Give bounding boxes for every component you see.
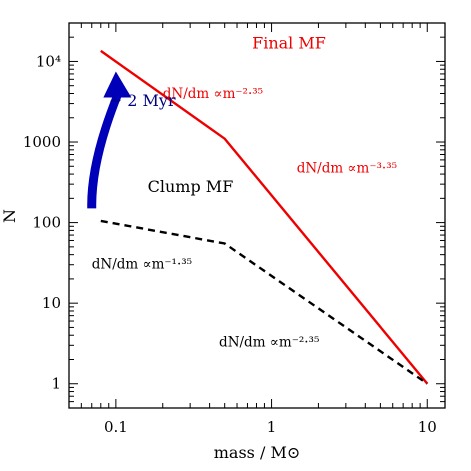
y-tick-label: 100	[32, 214, 61, 232]
x-tick-label: 0.1	[104, 418, 128, 436]
annotation-clump-mf: Clump MF	[148, 177, 234, 196]
y-axis-title: N	[0, 209, 19, 223]
annotation-clump-slope-2: dN/dm ∝m⁻²·³⁵	[219, 334, 319, 350]
time-arrow-shaft	[87, 95, 122, 209]
annotation-final-mf: Final MF	[252, 33, 326, 52]
y-tick-label: 1	[51, 375, 61, 393]
y-tick-label: 1000	[23, 133, 61, 151]
time-arrow-head	[103, 71, 132, 98]
annotation-final-slope-1: dN/dm ∝m⁻²·³⁵	[163, 86, 263, 102]
x-axis-title: mass / M⊙	[214, 443, 300, 462]
clump-mf-line	[100, 219, 428, 385]
y-tick-label: 10⁴	[36, 52, 61, 70]
annotation-time-label: ~ 2 Myr	[109, 91, 176, 110]
x-tick-label: 10	[418, 418, 437, 436]
final-mf-line	[100, 49, 429, 385]
annotation-final-slope-2: dN/dm ∝m⁻³·³⁵	[297, 160, 397, 176]
x-tick-label: 1	[267, 418, 277, 436]
plot-frame	[68, 22, 446, 409]
annotation-clump-slope-1: dN/dm ∝m⁻¹·³⁵	[92, 256, 192, 272]
y-tick-label: 10	[42, 294, 61, 312]
